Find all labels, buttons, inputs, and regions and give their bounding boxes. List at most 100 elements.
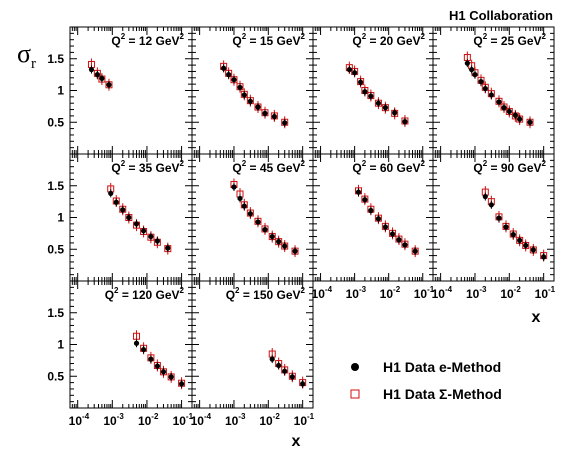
e-method-point [178,381,185,387]
panel-title: Q2 = 90 GeV2 [473,159,546,175]
e-method-point [154,363,160,369]
e-method-point [106,82,112,88]
panel-title: Q2 = 20 GeV2 [352,32,425,48]
e-method-point [231,184,237,190]
e-method-point [488,92,494,98]
y-axis-label: σr [17,39,36,72]
y-axis-subscript: r [31,56,36,72]
e-method-point [99,75,105,82]
x-tick-label: 10-4 [191,412,212,428]
panel-q2-35: 0.5 1 1.5 Q2 = 35 GeV2 [47,153,193,282]
x-tick-label: 10-2 [380,285,401,301]
e-method-point [375,100,382,106]
y-tick-label: 1 [57,84,64,98]
e-method-point [523,242,529,249]
x-axis-label-right: x [532,309,541,326]
e-method-point [512,112,518,118]
e-method-point [120,207,126,213]
x-tick-label: 10-1 [414,285,435,301]
e-method-point [402,119,408,125]
e-method-point [482,193,488,200]
e-method-point [113,199,119,205]
e-method-point [241,203,247,209]
e-method-point [300,381,306,387]
y-tick-label: 1.5 [47,52,64,66]
panel-q2-25: Q2 = 25 GeV2 [432,26,555,155]
e-method-point [368,93,374,99]
panel-q2-12: 0.5 1 1.5 Q2 = 12 GeV2 [47,26,193,155]
y-tick-label: 1.5 [47,306,64,320]
e-method-point [496,99,502,105]
x-tick-label: 10-2 [138,412,159,428]
y-tick-label: 0.5 [47,242,64,256]
e-method-point [140,346,147,353]
e-method-point [221,65,227,71]
panel-title: Q2 = 150 GeV2 [226,286,306,302]
panel-q2-20: Q2 = 20 GeV2 [312,26,434,155]
e-method-point [541,254,547,260]
x-tick-label: 10-1 [535,285,556,301]
e-method-point [412,248,418,254]
e-method-point [133,340,140,346]
e-method-point [269,356,275,362]
y-tick-label: 1.5 [47,179,64,193]
e-method-point [262,110,268,116]
x-tick-label: 10-3 [103,412,124,428]
panel-q2-60: 10-4 10-3 10-2 10-1 Q2 = 60 GeV2 [312,153,435,301]
e-method-point [247,98,253,104]
e-method-point [503,224,509,230]
e-method-point [126,214,132,221]
e-method-point [530,247,536,253]
y-axis-symbol: σ [17,39,31,68]
legend: H1 Data e-Method H1 Data Σ-Method [350,359,502,402]
e-method-point [478,79,484,85]
panel-q2-120: 0.5 1 1.5 10-4 10-3 10-2 10-1 Q2 = 120 GeV2 [47,280,194,428]
e-method-point [362,197,368,203]
x-tick-label: 10-3 [225,412,246,428]
e-method-point [282,243,288,249]
e-method-point [231,77,237,83]
e-method-point [506,108,512,115]
y-tick-label: 0.5 [47,369,64,383]
panel-title: Q2 = 35 GeV2 [111,159,184,175]
e-method-point [382,105,388,111]
e-method-point [389,231,396,237]
e-method-point [255,219,261,225]
e-method-point [392,110,398,116]
e-method-point [464,60,470,66]
e-method-point [289,374,295,380]
panel-title: Q2 = 12 GeV2 [111,32,184,48]
e-method-point [160,369,167,375]
collaboration-label: H1 Collaboration [449,8,553,23]
e-method-point [501,105,507,111]
e-method-point [140,228,147,234]
e-method-point [355,189,362,195]
e-method-point [346,66,352,73]
e-method-point [472,72,478,78]
panel-q2-15: Q2 = 15 GeV2 [191,26,314,155]
e-method-point [510,232,516,238]
e-method-point [402,242,408,248]
e-method-point [496,215,502,221]
e-method-point [292,248,298,254]
e-method-point [271,113,277,120]
e-method-point [269,233,275,240]
e-method-point [255,104,261,110]
x-tick-label: 10-4 [312,285,333,301]
e-method-point [282,368,288,374]
panel-grid: 0.5 1 1.5 Q2 = 12 GeV2 Q2 = 15 GeV2 Q2 = 20 G… [47,26,556,428]
x-tick-label: 10-1 [173,412,194,428]
legend-marker-sigma-method [350,389,360,399]
legend-label-sigma-method: H1 Data Σ-Method [383,386,502,402]
e-method-point [247,211,253,217]
e-method-point [527,119,533,125]
x-tick-label: 10-3 [346,285,367,301]
e-method-point [226,72,232,78]
x-tick-label: 10-1 [294,412,315,428]
e-method-point [362,89,368,95]
panel-q2-150: 10-4 10-3 10-2 10-1 Q2 = 150 GeV2 [191,280,315,428]
panel-title: Q2 = 45 GeV2 [232,159,305,175]
e-method-point [276,362,282,369]
panel-q2-90: 10-4 10-3 10-2 10-1 Q2 = 90 GeV2 [432,153,556,301]
